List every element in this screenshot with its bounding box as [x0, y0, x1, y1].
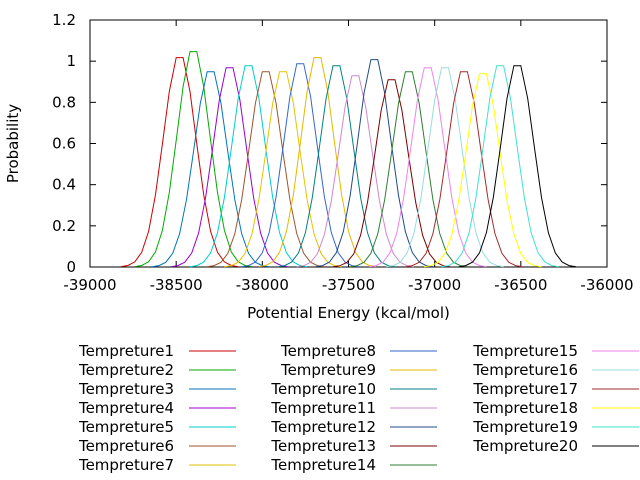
- legend-label-20: Tempreture20: [472, 437, 578, 455]
- legend-label-14: Tempreture14: [270, 456, 376, 474]
- series-line-5: [189, 65, 308, 268]
- y-tick-label: 0.6: [52, 135, 76, 153]
- x-tick-label: -36500: [494, 276, 547, 294]
- legend-label-17: Tempreture17: [472, 380, 578, 398]
- series-line-3: [151, 71, 270, 268]
- x-tick-label: -38500: [150, 276, 203, 294]
- x-axis-ticks: -39000 -38500 -38000 -37500 -37000 -36500 -360…: [63, 20, 634, 294]
- legend-label-7: Tempreture7: [78, 456, 174, 474]
- series-line-8: [241, 63, 359, 268]
- x-tick-label: -37500: [322, 276, 375, 294]
- legend-label-12: Tempreture12: [270, 418, 376, 436]
- x-axis-label: Potential Energy (kcal/mol): [247, 304, 450, 322]
- y-tick-label: 0.2: [52, 217, 76, 235]
- y-axis-label: Probability: [4, 104, 22, 183]
- y-axis-ticks: 0 0.2 0.4 0.6 0.8 1 1.2: [52, 11, 607, 276]
- legend-label-5: Tempreture5: [78, 418, 174, 436]
- y-tick-label: 0.4: [52, 176, 76, 194]
- legend-label-11: Tempreture11: [270, 399, 376, 417]
- series-line-7: [224, 71, 342, 268]
- series-line-11: [296, 75, 415, 268]
- series-line-19: [441, 65, 559, 268]
- legend-label-4: Tempreture4: [78, 399, 174, 417]
- series-line-4: [170, 67, 289, 268]
- series-line-6: [207, 71, 325, 268]
- y-tick-label: 1.2: [52, 11, 76, 29]
- legend-label-19: Tempreture19: [472, 418, 578, 436]
- x-tick-label: -38000: [236, 276, 289, 294]
- legend-label-13: Tempreture13: [270, 437, 376, 455]
- legend-label-1: Tempreture1: [78, 342, 174, 360]
- x-tick-label: -36000: [580, 276, 633, 294]
- y-tick-label: 1: [66, 52, 76, 70]
- series-line-10: [277, 65, 396, 268]
- legend-label-8: Tempreture8: [280, 342, 376, 360]
- legend-label-6: Tempreture6: [78, 437, 174, 455]
- series-line-18: [424, 73, 542, 268]
- y-tick-label: 0.8: [52, 93, 76, 111]
- series-line-1: [120, 57, 239, 268]
- legend: Tempreture1Tempreture2Tempreture3Tempret…: [78, 342, 639, 474]
- series-line-13: [332, 79, 451, 268]
- legend-label-9: Tempreture9: [280, 361, 376, 379]
- series-lines: [120, 51, 577, 268]
- series-line-20: [458, 65, 577, 268]
- x-tick-label: -37000: [408, 276, 461, 294]
- series-line-2: [134, 51, 253, 268]
- series-line-14: [350, 71, 468, 268]
- y-tick-label: 0: [66, 258, 76, 276]
- legend-label-16: Tempreture16: [472, 361, 578, 379]
- series-line-15: [369, 67, 487, 268]
- series-line-16: [386, 67, 504, 268]
- legend-label-18: Tempreture18: [472, 399, 578, 417]
- legend-label-15: Tempreture15: [472, 342, 578, 360]
- series-line-17: [405, 71, 523, 268]
- x-tick-label: -39000: [63, 276, 116, 294]
- series-line-9: [258, 57, 377, 268]
- legend-label-2: Tempreture2: [78, 361, 174, 379]
- series-line-12: [315, 59, 433, 268]
- legend-label-10: Tempreture10: [270, 380, 376, 398]
- legend-label-3: Tempreture3: [78, 380, 174, 398]
